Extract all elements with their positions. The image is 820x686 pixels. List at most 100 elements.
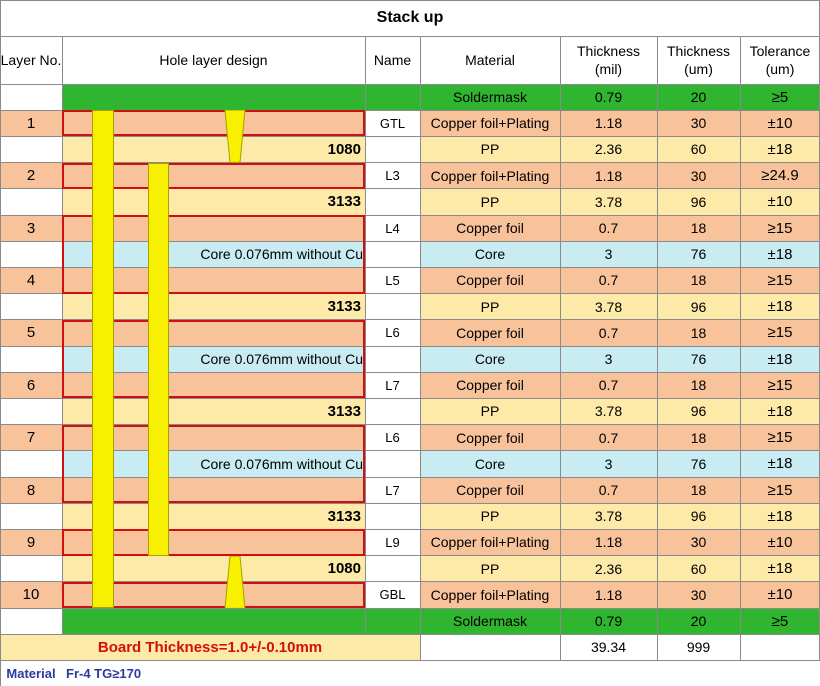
tolerance-cell: ±18 <box>740 136 820 163</box>
material-cell: PP <box>420 503 560 530</box>
tolerance-cell: ±18 <box>740 241 820 268</box>
thickness-mil-cell: 2.36 <box>560 555 657 582</box>
grid-line <box>0 0 820 1</box>
grid-line <box>0 109 820 111</box>
layer-no-cell <box>0 450 62 477</box>
tolerance-cell: ±18 <box>740 450 820 477</box>
grid-line <box>559 36 561 661</box>
layer-no-cell <box>0 398 62 425</box>
layer-no-cell <box>0 241 62 268</box>
material-cell: Copper foil <box>420 477 560 504</box>
thickness-um-cell: 76 <box>657 450 740 477</box>
layer-no-cell: 8 <box>0 477 62 504</box>
grid-line <box>0 135 820 137</box>
grid-line <box>0 633 820 635</box>
through-hole-via <box>92 110 114 608</box>
thickness-mil-cell: 0.7 <box>560 319 657 346</box>
name-cell <box>365 241 420 268</box>
thickness-um-cell: 30 <box>657 162 740 189</box>
grid-line <box>559 634 561 661</box>
thickness-mil-cell: 1.18 <box>560 162 657 189</box>
header-thickness-um-line: Thickness <box>666 43 731 59</box>
material-note-value: Fr-4 TG≥170 <box>62 660 262 686</box>
thickness-um-cell: 96 <box>657 188 740 215</box>
tolerance-cell: ±10 <box>740 529 820 556</box>
material-cell: PP <box>420 136 560 163</box>
name-cell <box>365 188 420 215</box>
thickness-mil-cell: 3.78 <box>560 398 657 425</box>
thickness-mil-cell: 0.7 <box>560 215 657 242</box>
core-outline-1 <box>62 215 365 294</box>
tolerance-cell: ≥15 <box>740 372 820 399</box>
sheet-title: Stack up <box>376 9 444 26</box>
thickness-um-cell: 60 <box>657 555 740 582</box>
grid-line <box>0 345 820 347</box>
hole-design-cell <box>62 84 365 111</box>
header-tolerance-line: (um) <box>765 61 795 77</box>
microvia-bottom <box>224 555 246 608</box>
material-cell: Copper foil+Plating <box>420 162 560 189</box>
thickness-um-cell: 20 <box>657 84 740 111</box>
layer-no-cell <box>0 293 62 320</box>
material-cell: Copper foil <box>420 424 560 451</box>
total-um: 999 <box>657 634 740 661</box>
layer-no-cell <box>0 346 62 373</box>
tolerance-cell: ±10 <box>740 581 820 608</box>
thickness-mil-cell: 0.79 <box>560 608 657 635</box>
material-cell: Core <box>420 450 560 477</box>
copper-outline-l9 <box>62 529 365 556</box>
grid-line <box>0 450 820 452</box>
layer-no-cell: 2 <box>0 162 62 189</box>
header-thickness-um-line: (um) <box>684 61 713 77</box>
grid-line <box>0 35 820 37</box>
name-cell: L5 <box>365 267 420 294</box>
header-material: Material <box>420 36 560 84</box>
thickness-mil-cell: 3.78 <box>560 503 657 530</box>
grid-line <box>0 555 820 557</box>
material-cell: Copper foil <box>420 215 560 242</box>
layer-no-cell: 9 <box>0 529 62 556</box>
grid-line <box>0 214 820 216</box>
board-thickness: Board Thickness=1.0+/-0.10mm <box>0 634 420 661</box>
tolerance-cell: ±18 <box>740 503 820 530</box>
thickness-um-cell: 30 <box>657 581 740 608</box>
grid-line <box>0 607 820 609</box>
thickness-um-cell: 96 <box>657 503 740 530</box>
thickness-mil-cell: 3 <box>560 241 657 268</box>
grid-line <box>0 188 820 190</box>
name-cell: L9 <box>365 529 420 556</box>
layer-no-cell: 1 <box>0 110 62 137</box>
buried-via <box>148 162 169 556</box>
layer-no-cell <box>0 555 62 582</box>
thickness-um-cell: 20 <box>657 608 740 635</box>
tolerance-cell: ±18 <box>740 398 820 425</box>
name-cell: GTL <box>365 110 420 137</box>
layer-no-cell <box>0 608 62 635</box>
material-cell: Copper foil <box>420 372 560 399</box>
grid-line <box>0 528 820 530</box>
name-cell <box>365 293 420 320</box>
name-cell <box>365 84 420 111</box>
name-cell: GBL <box>365 581 420 608</box>
thickness-um-cell: 18 <box>657 319 740 346</box>
layer-no-cell <box>0 136 62 163</box>
material-cell: Copper foil <box>420 267 560 294</box>
header-tolerance-line: Tolerance <box>749 43 811 59</box>
grid-line <box>0 424 820 426</box>
thickness-um-cell: 18 <box>657 372 740 399</box>
grid-line <box>0 319 820 321</box>
grid-line <box>0 240 820 242</box>
thickness-mil-cell: 0.79 <box>560 84 657 111</box>
header-thickness-mil-line: (mil) <box>594 61 623 77</box>
header-thickness-mil-line: Thickness <box>576 43 641 59</box>
core-outline-3 <box>62 424 365 504</box>
header-name: Name <box>365 36 420 84</box>
thickness-mil-cell: 0.7 <box>560 372 657 399</box>
thickness-um-cell: 18 <box>657 477 740 504</box>
thickness-um-cell: 96 <box>657 398 740 425</box>
layer-no-cell: 3 <box>0 215 62 242</box>
grid-line <box>739 36 741 661</box>
layer-no-cell: 7 <box>0 424 62 451</box>
tolerance-cell: ±18 <box>740 346 820 373</box>
grid-line <box>364 36 366 635</box>
